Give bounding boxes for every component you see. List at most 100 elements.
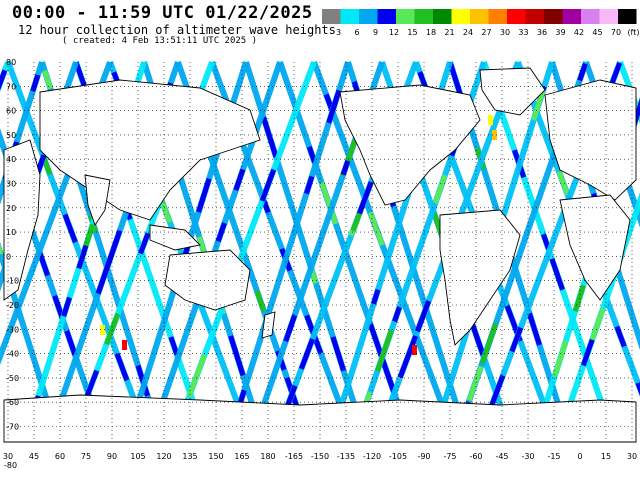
landmass (544, 79, 637, 201)
legend-label: 33 (518, 28, 528, 37)
legend-swatch (340, 9, 359, 24)
high-wave-spot (100, 325, 105, 335)
satellite-track (181, 60, 317, 412)
page-title: 00:00 - 11:59 UTC 01/22/2025 (12, 3, 313, 23)
legend-label: 15 (407, 28, 417, 37)
page-subtitle: 12 hour collection of altimeter wave hei… (18, 23, 336, 37)
track-segment (473, 333, 486, 356)
track-segment (415, 300, 432, 333)
track-segment (572, 284, 586, 312)
track-segment (479, 322, 499, 364)
longitude-label: -45 (495, 452, 508, 461)
longitude-label: -105 (389, 452, 407, 461)
longitude-label: 90 (107, 452, 117, 461)
longitude-label: -30 (521, 452, 534, 461)
landmass (84, 174, 111, 227)
track-segment (326, 96, 340, 124)
longitude-labels: 30 45 60 75 90 105 120 135 150 165 180 -165 -150 -135… (3, 452, 637, 461)
legend-label: 21 (444, 28, 454, 37)
legend-swatch (618, 9, 637, 24)
legend-label: 70 (611, 28, 621, 37)
longitude-label: -15 (547, 452, 560, 461)
longitude-label: 15 (601, 452, 611, 461)
legend-swatch (507, 9, 526, 24)
satellite-track (0, 241, 53, 411)
track-segment (509, 326, 524, 353)
track-segment (489, 374, 506, 406)
track-segment (76, 244, 89, 270)
latitude-label: 0 (6, 252, 11, 261)
track-segment (285, 384, 298, 407)
legend-swatch (322, 9, 341, 24)
track-segment (215, 222, 227, 243)
legend-label: 39 (555, 28, 565, 37)
track-segment (168, 336, 180, 356)
track-segment (254, 290, 267, 313)
legend-swatch (525, 9, 544, 24)
legend-labels: 3 6 9 12 15 18 21 24 27 30 33 36 39 42 45 70 (ft) (336, 28, 640, 37)
track-segment (371, 288, 381, 305)
legend-label: 18 (426, 28, 436, 37)
legend-swatch (359, 9, 378, 24)
landmass (149, 224, 201, 251)
track-segment (0, 69, 8, 91)
legend-label: 9 (373, 28, 378, 37)
legend-swatch (377, 9, 396, 24)
track-segment (42, 69, 53, 90)
latitude-label: -60 (6, 398, 19, 407)
legend-swatch (599, 9, 618, 24)
track-segment (466, 365, 484, 402)
track-segment (304, 175, 315, 195)
landmass (164, 249, 251, 311)
latitude-label: 60 (6, 107, 16, 116)
track-segment (549, 258, 565, 291)
landmass (439, 209, 521, 346)
track-segment (581, 339, 595, 367)
longitude-label: -150 (311, 452, 329, 461)
continent-outlines (3, 67, 637, 443)
longitude-label: 165 (234, 452, 249, 461)
track-segment (319, 181, 339, 225)
map-grid (7, 62, 633, 442)
latitude-label: 10 (6, 228, 16, 237)
latitude-label: 20 (6, 204, 16, 213)
legend-swatch (581, 9, 600, 24)
latitude-label: 40 (6, 155, 16, 164)
longitude-label: -165 (285, 452, 303, 461)
track-segment (330, 336, 346, 372)
track-segment (588, 307, 606, 345)
latitude-label: 30 (6, 180, 16, 189)
track-segment (261, 116, 279, 158)
legend-unit: (ft) (627, 28, 639, 37)
longitude-label: 105 (130, 452, 145, 461)
legend-label: 42 (574, 28, 584, 37)
track-segment (186, 354, 207, 398)
latitude-label: -70 (6, 423, 19, 432)
landmass (261, 311, 276, 339)
landmass (3, 139, 41, 301)
landmass (339, 84, 481, 206)
legend-label: 12 (389, 28, 399, 37)
latitude-label: -30 (6, 325, 19, 334)
wave-height-legend: 3 6 9 12 15 18 21 24 27 30 33 36 39 42 45 70 (ft) (322, 9, 640, 37)
legend-swatch (488, 9, 507, 24)
track-segment (357, 181, 374, 215)
longitude-label: -60 (469, 452, 482, 461)
track-segment (62, 213, 78, 244)
longitude-label: 150 (208, 452, 223, 461)
latitude-label: 80 (6, 58, 16, 67)
track-segment (138, 232, 151, 255)
latitude-label: 50 (6, 131, 16, 140)
legend-swatch (451, 9, 470, 24)
track-segment (609, 62, 622, 84)
track-segment (397, 335, 418, 379)
longitude-label: -135 (337, 452, 355, 461)
latitude-labels: 80 70 60 50 40 30 20 10 0 -10 -20 -30 -40 -50 -60 -70 -8… (4, 58, 19, 470)
legend-label: 3 (336, 28, 341, 37)
track-segment (64, 330, 78, 356)
high-wave-spot (492, 130, 497, 140)
legend-label: 24 (463, 28, 473, 37)
track-segment (52, 294, 65, 319)
